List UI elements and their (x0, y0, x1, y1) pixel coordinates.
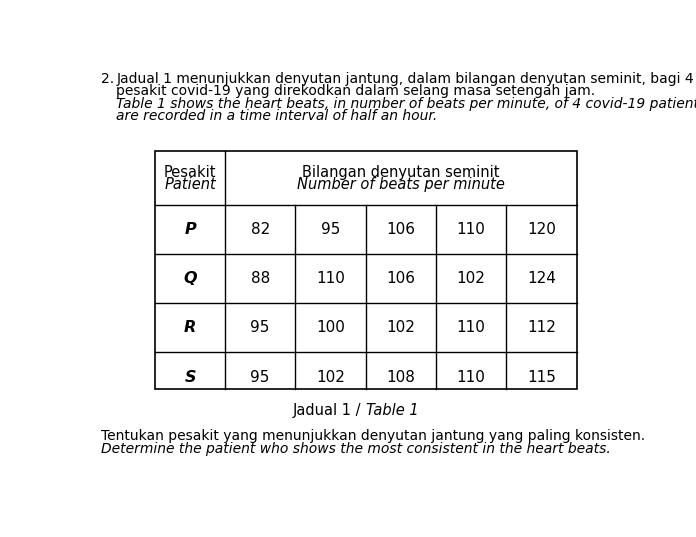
Text: 88: 88 (251, 271, 270, 286)
Text: P: P (184, 222, 196, 237)
Text: 82: 82 (251, 222, 270, 237)
Text: Tentukan pesakit yang menunjukkan denyutan jantung yang paling konsisten.: Tentukan pesakit yang menunjukkan denyut… (101, 430, 645, 444)
Text: 124: 124 (527, 271, 556, 286)
Text: Determine the patient who shows the most consistent in the heart beats.: Determine the patient who shows the most… (101, 442, 610, 456)
Text: S: S (184, 369, 196, 384)
Text: 95: 95 (321, 222, 340, 237)
Text: 112: 112 (527, 320, 556, 335)
Text: 102: 102 (457, 271, 486, 286)
Text: Table 1 shows the heart beats, in number of beats per minute, of 4 covid-19 pati: Table 1 shows the heart beats, in number… (116, 97, 696, 111)
Text: Patient: Patient (164, 177, 216, 192)
Text: 95: 95 (251, 320, 270, 335)
Text: Number of beats per minute: Number of beats per minute (297, 177, 505, 192)
Text: Q: Q (183, 271, 197, 286)
Text: pesakit covid-19 yang direkodkan dalam selang masa setengah jam.: pesakit covid-19 yang direkodkan dalam s… (116, 84, 596, 98)
Text: 102: 102 (316, 369, 345, 384)
Text: Jadual 1 /: Jadual 1 / (293, 403, 366, 418)
Text: 106: 106 (386, 271, 416, 286)
Text: Pesakit: Pesakit (164, 165, 216, 180)
Text: Bilangan denyutan seminit: Bilangan denyutan seminit (302, 165, 500, 180)
Text: 2.: 2. (101, 72, 114, 86)
Text: 110: 110 (316, 271, 345, 286)
Bar (155, 151, 577, 389)
Text: 108: 108 (386, 369, 416, 384)
Text: 120: 120 (527, 222, 556, 237)
Text: 110: 110 (457, 320, 486, 335)
Text: Jadual 1 menunjukkan denyutan jantung, dalam bilangan denyutan seminit, bagi 4: Jadual 1 menunjukkan denyutan jantung, d… (116, 72, 694, 86)
Text: are recorded in a time interval of half an hour.: are recorded in a time interval of half … (116, 109, 438, 123)
Text: 102: 102 (386, 320, 416, 335)
Text: 110: 110 (457, 369, 486, 384)
Text: R: R (184, 320, 196, 335)
Text: 106: 106 (386, 222, 416, 237)
Text: 95: 95 (251, 369, 270, 384)
Text: 100: 100 (316, 320, 345, 335)
Text: 110: 110 (457, 222, 486, 237)
Text: Table 1: Table 1 (366, 403, 418, 418)
Text: 115: 115 (527, 369, 556, 384)
